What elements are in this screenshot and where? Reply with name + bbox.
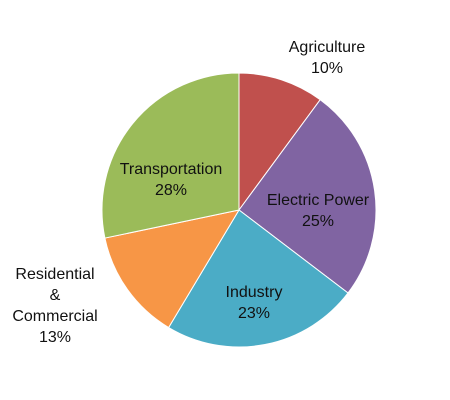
slice-name-label: & [50, 287, 61, 304]
slice-value-label: 28% [155, 182, 187, 199]
slice-label: Residential & Commercial 13% [12, 266, 97, 346]
pie-slice-transportation [101, 72, 240, 239]
slice-name-label: Industry [226, 284, 283, 301]
pie-slice-agriculture [238, 72, 321, 212]
slice-name-label: Commercial [12, 308, 97, 325]
slice-name-label: Transportation [120, 161, 223, 178]
pie-slice-electric-power [238, 98, 377, 294]
pie-labels: Agriculture 10% Electric Power 25% Industry 2… [12, 39, 369, 346]
slice-value-label: 13% [39, 329, 71, 346]
slice-name-label: Residential [15, 266, 94, 283]
slice-label: Agriculture 10% [289, 39, 366, 77]
slice-value-label: 10% [311, 60, 343, 77]
pie-slices [101, 72, 377, 348]
slice-name-label: Electric Power [267, 192, 370, 209]
slice-label: Electric Power 25% [267, 192, 370, 230]
slice-name-label: Agriculture [289, 39, 366, 56]
pie-slice-residential-commercial [104, 209, 241, 329]
slice-label: Industry 23% [226, 284, 283, 322]
slice-label: Transportation 28% [120, 161, 223, 199]
pie-slice-industry [167, 209, 349, 348]
slice-value-label: 25% [302, 213, 334, 230]
slice-value-label: 23% [238, 305, 270, 322]
